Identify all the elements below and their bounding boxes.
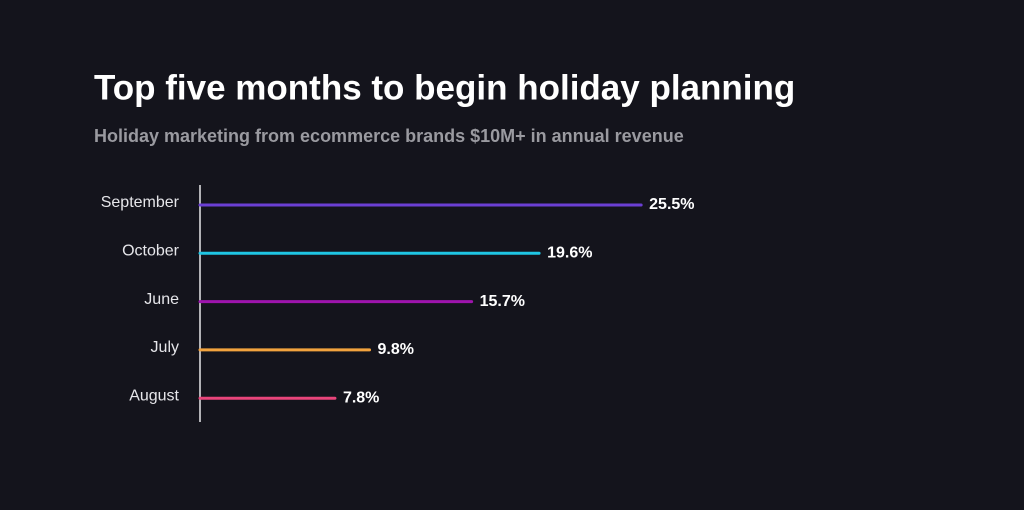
category-label: August <box>129 387 179 404</box>
value-label: 7.8% <box>343 389 379 406</box>
value-label: 19.6% <box>547 245 592 262</box>
chart-subtitle: Holiday marketing from ecommerce brands … <box>94 126 684 146</box>
value-label: 25.5% <box>649 196 694 213</box>
chart-title: Top five months to begin holiday plannin… <box>94 68 795 107</box>
category-label: September <box>101 194 180 211</box>
category-label: October <box>122 243 180 260</box>
category-label: June <box>144 291 179 308</box>
value-label: 9.8% <box>378 341 414 358</box>
value-label: 15.7% <box>480 293 525 310</box>
category-label: July <box>151 339 179 356</box>
